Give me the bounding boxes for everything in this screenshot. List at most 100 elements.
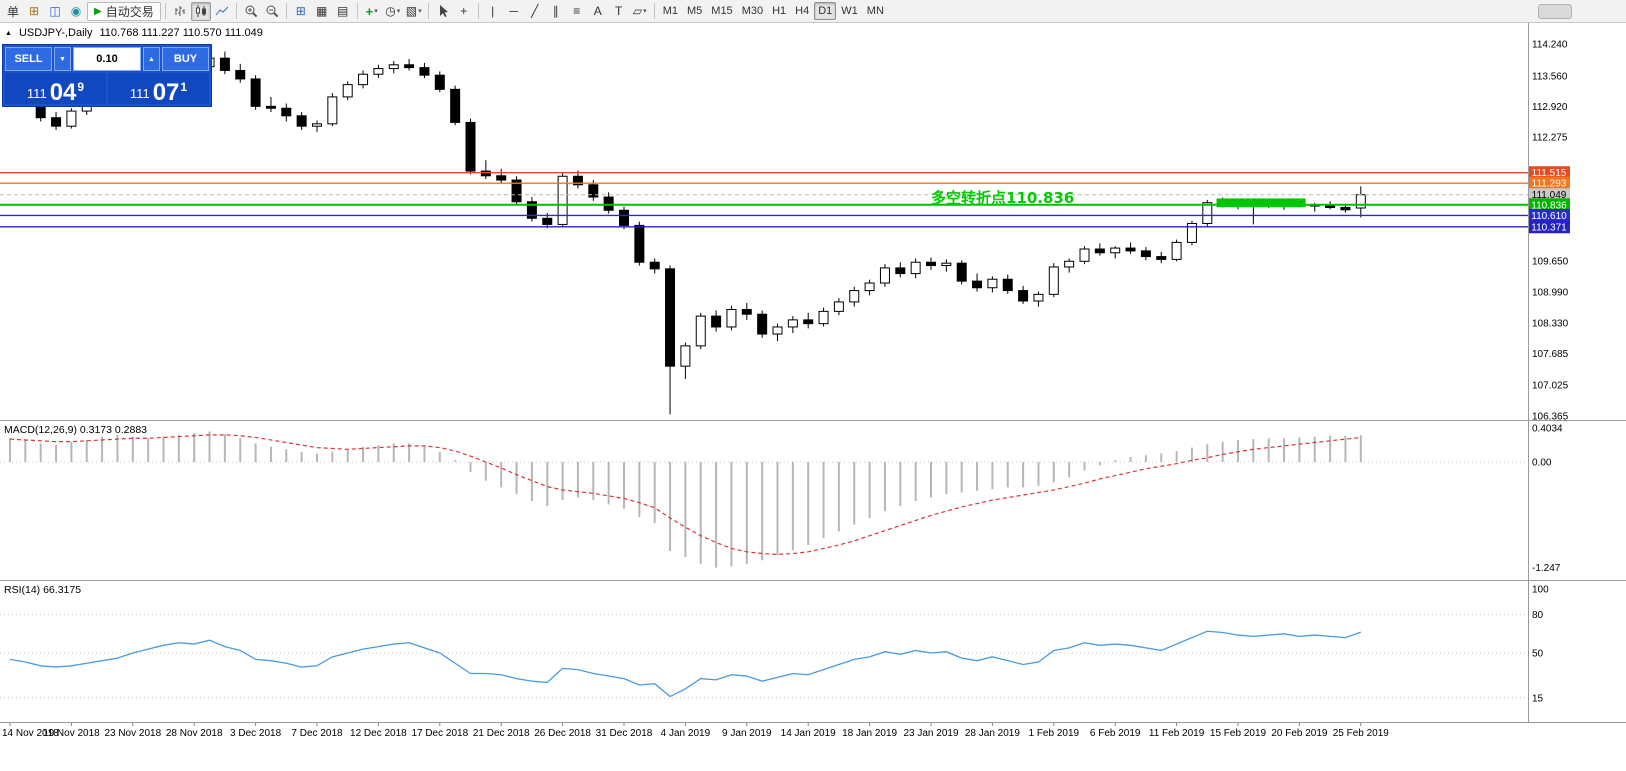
- horizontal-line-button[interactable]: ─: [504, 2, 524, 21]
- timeframe-button-mn[interactable]: MN: [863, 2, 888, 20]
- timeframe-button-h1[interactable]: H1: [768, 2, 790, 20]
- zoom-in-button[interactable]: [241, 2, 261, 21]
- vertical-line-button[interactable]: |: [483, 2, 503, 21]
- chart-symbol-period: USDJPY-,Daily: [18, 27, 93, 39]
- dropdown-icon: ▾: [643, 8, 647, 15]
- indicators-button[interactable]: + ▾: [362, 2, 382, 21]
- svg-text:100: 100: [1532, 585, 1549, 596]
- text-tool-button[interactable]: A: [588, 2, 608, 21]
- timeframe-button-m15[interactable]: M15: [707, 2, 736, 20]
- line-chart-button[interactable]: [212, 2, 232, 21]
- svg-text:108.990: 108.990: [1532, 287, 1569, 298]
- toolbar-overflow-scrollbar[interactable]: [1538, 4, 1572, 19]
- grid-icon: ⊞: [295, 4, 306, 18]
- toolbar-separator: [164, 3, 166, 19]
- svg-text:9 Jan 2019: 9 Jan 2019: [722, 728, 772, 739]
- fibonacci-icon: ≡: [573, 4, 581, 18]
- sell-button[interactable]: SELL: [5, 47, 52, 71]
- tile-windows-button[interactable]: ▦: [312, 2, 332, 21]
- macd-layer: 0.4034 0.00 -1.247: [0, 423, 1563, 574]
- svg-text:107.685: 107.685: [1532, 349, 1569, 360]
- chart-title: ▲ USDJPY-,Daily 110.768 111.227 110.570 …: [5, 27, 263, 39]
- cursor-button[interactable]: [433, 2, 453, 21]
- buy-price-dec: 07: [152, 78, 180, 106]
- trendline-icon: ╱: [531, 4, 539, 18]
- svg-text:114.240: 114.240: [1532, 40, 1568, 51]
- templates-button[interactable]: ▧ ▾: [404, 2, 424, 21]
- cascade-windows-icon: ▤: [337, 4, 349, 18]
- bar-chart-button[interactable]: [170, 2, 190, 21]
- volume-increase-button[interactable]: ▲: [143, 47, 160, 71]
- buy-button[interactable]: BUY: [162, 47, 209, 71]
- svg-text:14 Jan 2019: 14 Jan 2019: [781, 728, 836, 739]
- svg-text:0.00: 0.00: [1532, 458, 1552, 469]
- profiles-button[interactable]: ◫: [45, 2, 65, 21]
- label-tool-button[interactable]: T: [609, 2, 629, 21]
- svg-text:109.650: 109.650: [1532, 256, 1569, 267]
- timeframe-button-m1[interactable]: M1: [659, 2, 682, 20]
- svg-text:113.560: 113.560: [1532, 72, 1568, 83]
- sell-price-int: 111: [26, 86, 47, 101]
- sell-price-display[interactable]: 111 04 9: [5, 73, 106, 104]
- trendline-button[interactable]: ╱: [525, 2, 545, 21]
- new-chart-button[interactable]: ⊞: [24, 2, 44, 21]
- buy-price-sup: 1: [180, 80, 188, 94]
- profiles-icon: ◫: [49, 4, 61, 18]
- pivot-annotation-text[interactable]: 多空转折点110.836: [931, 189, 1074, 207]
- svg-text:21 Dec 2018: 21 Dec 2018: [473, 728, 530, 739]
- svg-text:7 Dec 2018: 7 Dec 2018: [291, 728, 343, 739]
- timeframe-button-m30[interactable]: M30: [738, 2, 767, 20]
- svg-text:3 Dec 2018: 3 Dec 2018: [230, 728, 282, 739]
- toolbar-separator: [356, 3, 358, 19]
- volume-input[interactable]: [73, 47, 141, 71]
- grid-button[interactable]: ⊞: [291, 2, 311, 21]
- periods-button[interactable]: ◷ ▾: [383, 2, 403, 21]
- svg-text:107.025: 107.025: [1532, 380, 1569, 391]
- candlestick-chart-button[interactable]: [190, 1, 211, 21]
- svg-text:111.293: 111.293: [1532, 179, 1567, 190]
- horizontal-level-lines[interactable]: [0, 172, 1528, 228]
- zoom-out-icon: [266, 5, 279, 18]
- rsi-label: RSI(14) 66.3175: [4, 584, 82, 596]
- timeframe-button-h4[interactable]: H4: [791, 2, 813, 20]
- svg-text:50: 50: [1532, 649, 1544, 660]
- timeframe-button-m5[interactable]: M5: [683, 2, 706, 20]
- shapes-icon: ▱: [632, 4, 643, 18]
- fibonacci-button[interactable]: ≡: [567, 2, 587, 21]
- globe-icon: ◉: [70, 4, 82, 18]
- crosshair-icon: +: [460, 4, 468, 18]
- toolbar-separator: [235, 3, 237, 19]
- buy-price-display[interactable]: 111 07 1: [108, 73, 209, 104]
- zoom-out-button[interactable]: [262, 2, 282, 21]
- svg-text:14 Nov 2018: 14 Nov 2018: [2, 728, 59, 739]
- svg-text:1 Feb 2019: 1 Feb 2019: [1028, 728, 1079, 739]
- clock-icon: ◷: [385, 4, 396, 18]
- highlight-rectangle[interactable]: [1216, 198, 1306, 208]
- macd-label: MACD(12,26,9) 0.3173 0.2883: [4, 424, 148, 436]
- channel-button[interactable]: ∥: [546, 2, 566, 21]
- line-chart-icon: [215, 6, 229, 16]
- channel-icon: ∥: [552, 4, 559, 18]
- timeframe-button-d1[interactable]: D1: [814, 2, 837, 20]
- shapes-button[interactable]: ▱ ▾: [630, 2, 650, 21]
- svg-text:11 Feb 2019: 11 Feb 2019: [1149, 728, 1205, 739]
- svg-text:108.330: 108.330: [1532, 319, 1569, 330]
- timeframe-button-w1[interactable]: W1: [837, 2, 862, 20]
- svg-text:80: 80: [1532, 610, 1544, 621]
- data-window-button[interactable]: ◉: [66, 2, 86, 21]
- bar-chart-icon: [175, 6, 185, 16]
- tile-windows-icon: ▦: [316, 4, 328, 18]
- svg-text:4 Jan 2019: 4 Jan 2019: [661, 728, 711, 739]
- svg-text:112.275: 112.275: [1532, 132, 1568, 143]
- cascade-windows-button[interactable]: ▤: [333, 2, 353, 21]
- dropdown-icon: ▾: [418, 8, 422, 15]
- new-order-button[interactable]: 单: [3, 2, 23, 21]
- auto-trading-button[interactable]: ▶ 自动交易: [87, 1, 161, 21]
- toolbar-separator: [653, 3, 655, 19]
- buy-price-int: 111: [129, 86, 150, 101]
- volume-decrease-button[interactable]: ▼: [54, 47, 71, 71]
- crosshair-button[interactable]: +: [454, 2, 474, 21]
